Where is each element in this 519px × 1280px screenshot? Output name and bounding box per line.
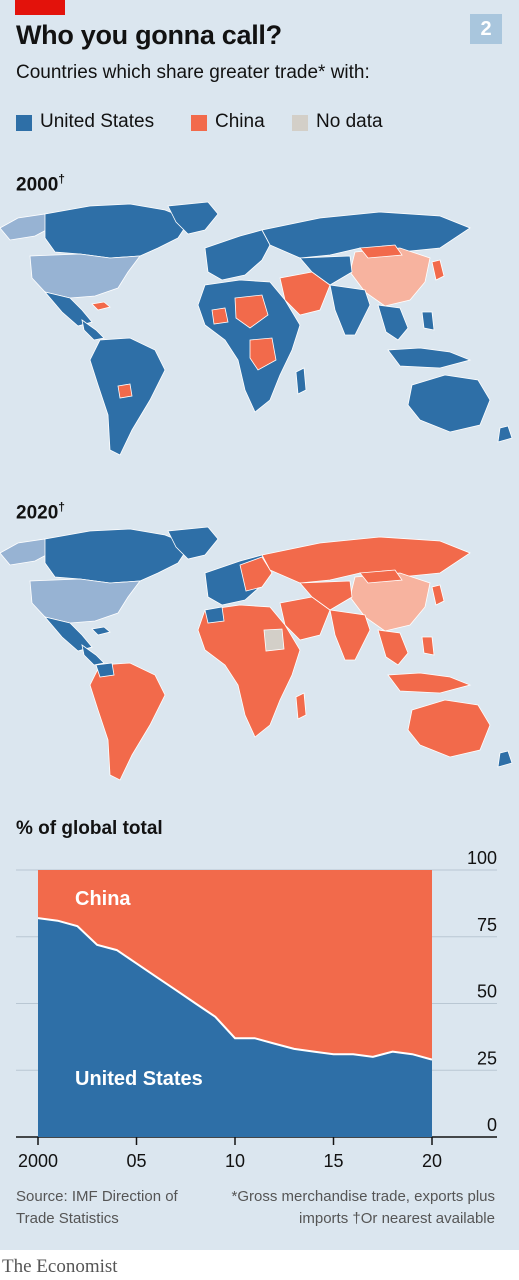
legend-label-no-data: No data	[316, 111, 383, 132]
map-central-asia	[299, 255, 353, 286]
y-tick-label: 0	[487, 1115, 497, 1135]
footnote-dagger: †Or nearest available	[352, 1210, 495, 1227]
map-colombia	[95, 662, 115, 678]
map-madagascar	[295, 367, 307, 395]
y-tick-label: 25	[477, 1048, 497, 1068]
map-southeast-asia	[377, 304, 409, 341]
legend-label-china: China	[215, 111, 265, 132]
brand-name: The Economist	[2, 1256, 118, 1277]
map-indonesia	[387, 347, 472, 369]
map-central-asia	[299, 580, 353, 611]
brand-red-tab	[15, 0, 65, 15]
world-map-2000	[0, 201, 513, 456]
map-russia	[261, 211, 471, 259]
map-europe-east	[239, 556, 273, 592]
footnote-gross: *Gross merchandise trade, exports plus i…	[231, 1188, 495, 1227]
x-tick-labels: 2000 05 10 15 20	[18, 1137, 442, 1171]
map-indonesia	[387, 672, 472, 694]
map-southeast-asia	[377, 629, 409, 666]
map-madagascar	[295, 692, 307, 720]
map-alaska	[0, 538, 51, 566]
chart-section-title: % of global total	[16, 818, 163, 839]
map-africa-china-a	[234, 294, 269, 329]
map-paraguay	[117, 383, 133, 399]
map-caribbean	[91, 301, 111, 311]
y-tick-label: 50	[477, 982, 497, 1002]
map-mongolia	[359, 244, 403, 259]
map-label-2000: 2000†	[16, 172, 65, 196]
map-canada	[44, 528, 191, 584]
map-india	[329, 284, 371, 336]
map-mexico	[43, 616, 93, 652]
legend-swatch-united-states	[16, 115, 32, 131]
chart-frame: 2 Who you gonna call? Countries which sh…	[0, 0, 519, 1250]
map-canada	[44, 203, 191, 259]
map-south-america	[89, 662, 166, 781]
area-chart: 0 25 50 75 100 2000 05 10 15 20 China United Sta…	[16, 848, 497, 1171]
map-russia	[261, 536, 471, 584]
map-greenland	[167, 201, 219, 235]
map-africa-china-c	[211, 307, 229, 325]
map-china-self	[349, 572, 431, 632]
x-tick-label: 2000	[18, 1151, 58, 1171]
series-label-united-states: United States	[75, 1068, 203, 1090]
map-india	[329, 609, 371, 661]
map-philippines	[421, 636, 435, 656]
map-europe-west	[204, 229, 271, 281]
map-new-zealand	[497, 750, 513, 768]
y-tick-label: 75	[477, 915, 497, 935]
source-note: Source: IMF Direction of Trade Statistic…	[16, 1188, 178, 1227]
legend-label-united-states: United States	[40, 111, 155, 132]
series-label-china: China	[75, 888, 131, 910]
map-usa	[29, 253, 141, 299]
map-philippines	[421, 311, 435, 331]
x-tick-label: 05	[126, 1151, 146, 1171]
map-greenland	[167, 526, 219, 560]
map-china-self	[349, 247, 431, 307]
legend-swatch-china	[191, 115, 207, 131]
map-africa	[197, 604, 301, 738]
map-alaska	[0, 213, 51, 241]
footnote: *Gross merchandise trade, exports plus i…	[215, 1186, 495, 1230]
map-label-2020: 2020†	[16, 500, 65, 524]
map-sudan-no-data	[263, 628, 285, 652]
chart-title: Who you gonna call?	[16, 20, 282, 50]
map-central-america	[81, 319, 105, 341]
map-central-america	[81, 644, 105, 666]
area-series-united-states	[38, 918, 432, 1137]
map-mongolia	[359, 569, 403, 584]
x-tick-label: 10	[225, 1151, 245, 1171]
y-tick-label: 100	[467, 848, 497, 868]
map-morocco	[204, 606, 225, 624]
chart-number-badge: 2	[470, 14, 502, 44]
map-usa	[29, 578, 141, 624]
legend-swatch-no-data	[292, 115, 308, 131]
x-tick-label: 20	[422, 1151, 442, 1171]
world-map-2020	[0, 526, 513, 781]
series-divider-line	[37, 917, 433, 1061]
map-africa-china-b	[249, 337, 277, 371]
map-korea-japan	[431, 259, 445, 281]
map-korea-japan	[431, 584, 445, 606]
map-new-zealand	[497, 425, 513, 443]
map-mexico	[43, 291, 93, 327]
map-australia	[407, 699, 491, 758]
y-tick-labels: 0 25 50 75 100	[467, 848, 497, 1135]
chart-subtitle: Countries which share greater trade* wit…	[16, 62, 370, 83]
map-australia	[407, 374, 491, 433]
map-caribbean	[91, 626, 111, 636]
x-tick-label: 15	[323, 1151, 343, 1171]
